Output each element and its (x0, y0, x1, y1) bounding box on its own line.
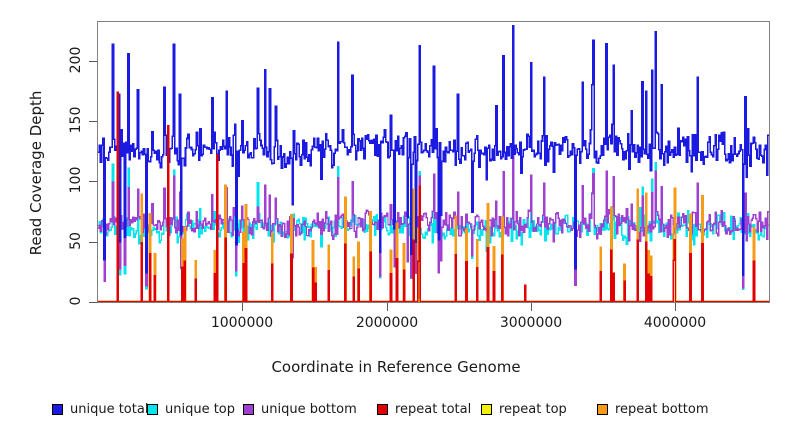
legend-swatch-icon (597, 403, 608, 415)
x-tick-mark (531, 303, 532, 311)
y-tick-mark (89, 61, 97, 62)
legend-swatch-icon (481, 403, 492, 415)
legend-label: repeat top (499, 401, 567, 417)
legend-item-unique-total[interactable]: unique total (52, 402, 148, 417)
legend-item-repeat-top[interactable]: repeat top (481, 402, 567, 417)
legend-label: unique bottom (261, 401, 357, 417)
x-tick-label: 1000000 (210, 315, 274, 331)
plot-area (97, 21, 770, 303)
y-tick-label: 50 (68, 232, 84, 250)
x-tick-label: 2000000 (355, 315, 419, 331)
y-axis-title: Read Coverage Depth (27, 90, 45, 256)
chart-legend: unique total unique top unique bottom repea… (0, 398, 792, 420)
y-tick-mark (89, 302, 97, 303)
y-tick-mark (89, 242, 97, 243)
legend-swatch-icon (243, 403, 254, 415)
x-tick-mark (675, 303, 676, 311)
legend-item-unique-bottom[interactable]: unique bottom (243, 402, 357, 417)
y-tick-mark (89, 181, 97, 182)
y-tick-label: 150 (68, 106, 84, 134)
legend-label: unique total (70, 401, 149, 417)
legend-swatch-icon (147, 403, 158, 415)
x-tick-mark (242, 303, 243, 311)
series-repeat-total (98, 91, 769, 302)
legend-label: repeat bottom (615, 401, 709, 417)
series-unique-bottom (98, 154, 769, 289)
legend-item-repeat-bottom[interactable]: repeat bottom (597, 402, 709, 417)
y-tick-label: 200 (68, 46, 84, 74)
legend-item-unique-top[interactable]: unique top (147, 402, 235, 417)
x-tick-label: 3000000 (499, 315, 563, 331)
legend-label: repeat total (395, 401, 472, 417)
x-axis-title: Coordinate in Reference Genome (271, 358, 521, 376)
coverage-plot-svg (98, 24, 769, 302)
legend-swatch-icon (52, 403, 63, 415)
x-tick-mark (387, 303, 388, 311)
series-unique-total (98, 24, 769, 276)
y-tick-label: 100 (68, 166, 84, 194)
x-tick-label: 4000000 (643, 315, 707, 331)
y-tick-label: 0 (68, 296, 84, 306)
legend-item-repeat-total[interactable]: repeat total (377, 402, 471, 417)
legend-swatch-icon (377, 403, 388, 415)
y-tick-mark (89, 121, 97, 122)
legend-label: unique top (165, 401, 236, 417)
